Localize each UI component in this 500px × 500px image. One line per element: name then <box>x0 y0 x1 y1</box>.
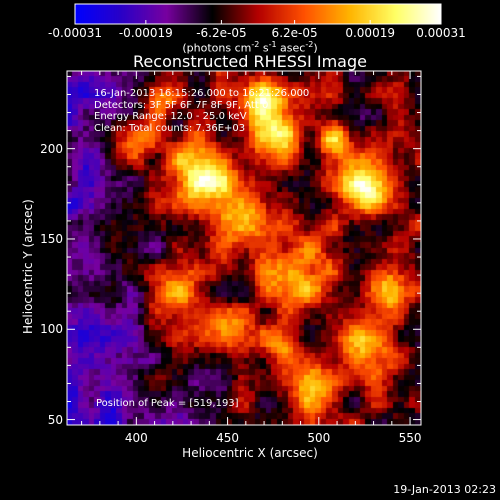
colorbar-tick-label: -0.00031 <box>48 26 102 40</box>
units-exp-3: -2 <box>305 40 314 49</box>
colorbar-tick-label: -0.00019 <box>118 26 173 40</box>
units-text-1: (photons cm <box>182 41 252 55</box>
x-axis-label: Heliocentric X (arcsec) <box>182 446 318 460</box>
date-stamp: 19-Jan-2013 02:23 <box>393 483 496 496</box>
units-exp-2: -1 <box>268 40 277 49</box>
observation-info: 16-Jan-2013 16:15:26.000 to 16:21:26.000… <box>94 88 309 134</box>
units-text-2: s <box>259 41 269 55</box>
units-exp-1: -2 <box>251 40 260 49</box>
energy-range: Energy Range: 12.0 - 25.0 keV <box>94 111 247 122</box>
units-text-3: asec <box>276 41 306 55</box>
y-tick-label: 50 <box>47 412 63 427</box>
x-tick-label: 550 <box>398 431 422 445</box>
y-tick-label: 150 <box>40 231 63 246</box>
y-tick-label: 100 <box>40 322 63 337</box>
y-tick-label: 200 <box>40 141 63 156</box>
colorbar-tick-label: -6.2e-05 <box>196 26 247 40</box>
peak-position: Position of Peak = [519,193] <box>96 398 239 409</box>
units-text-4: ) <box>313 41 318 55</box>
colorbar-ticks <box>74 20 442 24</box>
x-tick-label: 500 <box>307 431 331 445</box>
colorbar-units: (photons cm-2 s-1 asec-2) <box>0 39 500 55</box>
colorbar-gradient <box>75 4 441 24</box>
time-range: 16-Jan-2013 16:15:26.000 to 16:21:26.000 <box>94 88 310 99</box>
y-axis-label: Heliocentric Y (arcsec) <box>21 199 35 334</box>
colorbar-frame <box>74 3 442 25</box>
x-tick-label: 450 <box>216 431 240 445</box>
axis-ticks <box>67 71 421 425</box>
colorbar-tick-label: 0.00031 <box>416 26 466 40</box>
x-tick-label: 400 <box>124 431 148 445</box>
plot-title: Reconstructed RHESSI Image <box>133 52 367 71</box>
colorbar-tick-label: 6.2e-05 <box>271 26 318 40</box>
reconstructed-image <box>67 71 421 425</box>
detectors: Detectors: 3F 5F 6F 7F 8F 9F, Att 0 <box>94 99 269 111</box>
colorbar-tick-label: 0.00019 <box>345 26 395 40</box>
clean-counts: Clean: Total counts: 7.36E+03 <box>94 122 246 134</box>
